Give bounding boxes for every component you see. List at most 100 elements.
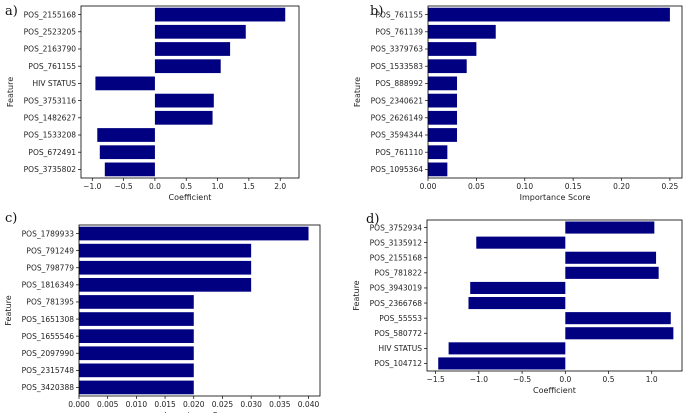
x-axis-title: Importance Score: [520, 193, 591, 202]
y-tick-label: POS_791249: [26, 246, 74, 255]
x-tick-label: 0.10: [516, 182, 533, 191]
x-axis-title: Importance Score: [164, 411, 235, 413]
bar: [428, 162, 448, 177]
bar: [79, 260, 252, 275]
bar: [428, 128, 458, 142]
x-axis-title: Coefficient: [533, 386, 576, 395]
y-tick-label: POS_2163790: [24, 45, 77, 54]
plot-frame: [80, 5, 300, 179]
panel-letter: c): [5, 211, 17, 226]
y-tick-label: HIV STATUS: [378, 344, 422, 353]
y-tick-label: POS_761139: [375, 28, 423, 37]
x-tick-label: 1.0: [646, 375, 658, 384]
y-tick-label: POS_798779: [26, 263, 74, 272]
y-tick-label: POS_2155168: [370, 253, 423, 262]
bar: [79, 278, 252, 292]
bar: [154, 110, 213, 125]
bar: [95, 76, 155, 91]
x-tick-label: −1.5: [427, 375, 445, 384]
bar: [565, 251, 657, 264]
x-tick-label: 0.020: [183, 400, 205, 409]
x-tick-label: 0.0: [149, 182, 161, 191]
y-tick-label: POS_888992: [375, 79, 423, 88]
plot-frame: [78, 224, 321, 397]
y-tick-label: POS_3753116: [24, 96, 77, 105]
x-tick-label: 0.0: [559, 375, 571, 384]
bar: [97, 128, 155, 142]
bar: [565, 312, 671, 325]
plot-frame: [426, 219, 683, 372]
x-tick-label: 1.0: [212, 182, 224, 191]
bar: [79, 363, 194, 378]
y-axis-title: Feature: [4, 295, 13, 325]
chart-panel-2: b)POS_761155 POS_761139 POS_3379763 POS_153…: [353, 4, 683, 202]
bar: [428, 93, 458, 108]
x-tick-label: 0.040: [298, 400, 320, 409]
bar: [565, 327, 674, 340]
bar: [428, 110, 458, 125]
bar: [154, 24, 246, 39]
x-tick-label: −1.0: [83, 182, 101, 191]
x-tick-label: 0.005: [97, 400, 119, 409]
y-tick-label: POS_3752934: [370, 223, 423, 232]
x-tick-label: 2.0: [274, 182, 286, 191]
y-tick-label: POS_672491: [28, 148, 76, 157]
x-tick-label: 0.25: [662, 182, 679, 191]
bar: [476, 236, 566, 249]
x-tick-label: 0.000: [68, 400, 90, 409]
x-tick-label: 0.00: [420, 182, 437, 191]
y-tick-label: POS_3379763: [371, 45, 424, 54]
y-tick-label: POS_3735802: [24, 165, 77, 174]
x-tick-label: −1.0: [470, 375, 488, 384]
bar: [154, 7, 286, 22]
bar: [79, 295, 194, 309]
bar: [79, 243, 252, 258]
x-tick-label: 0.5: [603, 375, 615, 384]
y-tick-label: POS_3943019: [370, 284, 423, 293]
bar: [428, 76, 458, 91]
chart-panel-1: a) POS_2155168 POS_2523205 POS_2163790 POS_7…: [5, 4, 300, 202]
y-tick-label: POS_1533583: [371, 62, 424, 71]
bar: [438, 357, 566, 370]
y-tick-label: POS_3420388: [22, 383, 75, 392]
panel-letter: b): [370, 4, 383, 19]
y-tick-label: POS_3135912: [370, 238, 423, 247]
bar: [79, 346, 194, 361]
y-tick-label: POS_1482627: [24, 114, 77, 123]
bar: [79, 312, 194, 326]
x-tick-label: 0.5: [180, 182, 192, 191]
bar: [428, 24, 496, 39]
x-tick-label: 0.035: [269, 400, 291, 409]
y-tick-label: POS_2315748: [22, 366, 75, 375]
x-tick-label: 1.5: [243, 182, 255, 191]
x-tick-label: 0.025: [212, 400, 234, 409]
y-tick-label: POS_2155168: [24, 10, 77, 19]
x-tick-label: 0.20: [613, 182, 630, 191]
bar: [470, 281, 566, 294]
bar: [468, 297, 566, 310]
y-tick-label: POS_1095364: [371, 165, 424, 174]
x-tick-label: −0.5: [513, 375, 531, 384]
y-tick-label: POS_2523205: [24, 28, 77, 37]
bar: [99, 145, 155, 160]
x-tick-label: 0.030: [240, 400, 262, 409]
bar: [565, 266, 659, 279]
y-tick-label: POS_1816349: [22, 281, 75, 290]
x-tick-label: 0.15: [565, 182, 582, 191]
y-tick-label: POS_1789933: [22, 229, 75, 238]
bar: [154, 42, 231, 56]
x-tick-label: 0.015: [154, 400, 176, 409]
y-tick-label: POS_781822: [374, 269, 422, 278]
bar: [154, 93, 214, 108]
y-tick-label: POS_2340621: [371, 96, 424, 105]
y-tick-label: POS_761110: [375, 148, 423, 157]
bar: [428, 145, 448, 160]
chart-panel-4: d)POS_3752934 POS_3135912 POS_2155168 POS_7…: [352, 212, 683, 395]
panel-letter: d): [366, 212, 379, 227]
y-tick-label: HIV STATUS: [32, 79, 76, 88]
bar: [79, 380, 194, 395]
y-axis-title: Feature: [6, 77, 15, 107]
x-axis-title: Coefficient: [169, 193, 212, 202]
panel-letter: a): [5, 4, 18, 19]
